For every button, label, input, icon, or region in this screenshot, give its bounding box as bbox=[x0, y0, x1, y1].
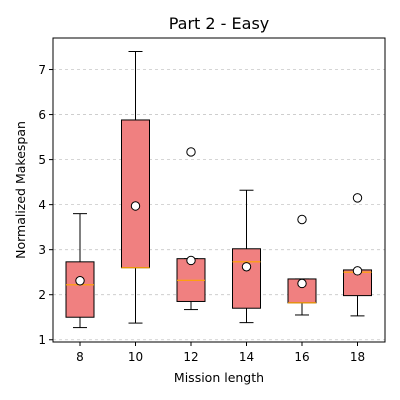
plot-marks bbox=[65, 51, 372, 329]
box-group-12 bbox=[176, 147, 206, 311]
box-group-16 bbox=[287, 214, 317, 316]
iqr-box bbox=[232, 248, 261, 309]
x-tick-label: 14 bbox=[239, 350, 254, 364]
outlier-point bbox=[186, 147, 196, 157]
y-tick-label: 6 bbox=[38, 108, 46, 122]
y-tick-label: 4 bbox=[38, 198, 46, 212]
box-group-8 bbox=[65, 213, 95, 329]
plot-area-frame bbox=[52, 37, 386, 343]
y-tick-label: 1 bbox=[38, 333, 46, 347]
chart-title: Part 2 - Easy bbox=[169, 14, 270, 33]
y-axis-label: Normalized Makespan bbox=[13, 121, 28, 259]
mean-marker bbox=[352, 266, 363, 276]
iqr-box bbox=[121, 119, 150, 269]
y-tick-label: 5 bbox=[38, 153, 46, 167]
grid-lines bbox=[53, 69, 385, 341]
mean-marker bbox=[297, 278, 307, 289]
x-tick-label: 10 bbox=[128, 350, 143, 364]
mean-marker bbox=[75, 276, 85, 286]
x-tick-label: 8 bbox=[76, 350, 84, 364]
y-tick-label: 2 bbox=[38, 288, 46, 302]
x-tick-label: 18 bbox=[350, 350, 365, 364]
x-tick-label: 16 bbox=[294, 350, 309, 364]
y-tick-label: 7 bbox=[38, 63, 46, 77]
box-group-18 bbox=[343, 193, 372, 317]
outlier-point bbox=[297, 214, 307, 225]
mean-marker bbox=[241, 262, 252, 272]
mean-marker bbox=[130, 201, 141, 211]
x-axis-label: Mission length bbox=[174, 370, 264, 385]
box-group-10 bbox=[121, 51, 150, 324]
outlier-point bbox=[352, 193, 363, 203]
y-tick-label: 3 bbox=[38, 243, 46, 257]
mean-marker bbox=[186, 255, 196, 266]
iqr-box bbox=[65, 261, 95, 318]
box-group-14 bbox=[232, 189, 261, 324]
y-axis: 1 2 3 4 5 6 7 bbox=[38, 63, 53, 347]
x-tick-label: 12 bbox=[183, 350, 198, 364]
x-axis: 8 10 12 14 16 18 bbox=[76, 342, 365, 364]
